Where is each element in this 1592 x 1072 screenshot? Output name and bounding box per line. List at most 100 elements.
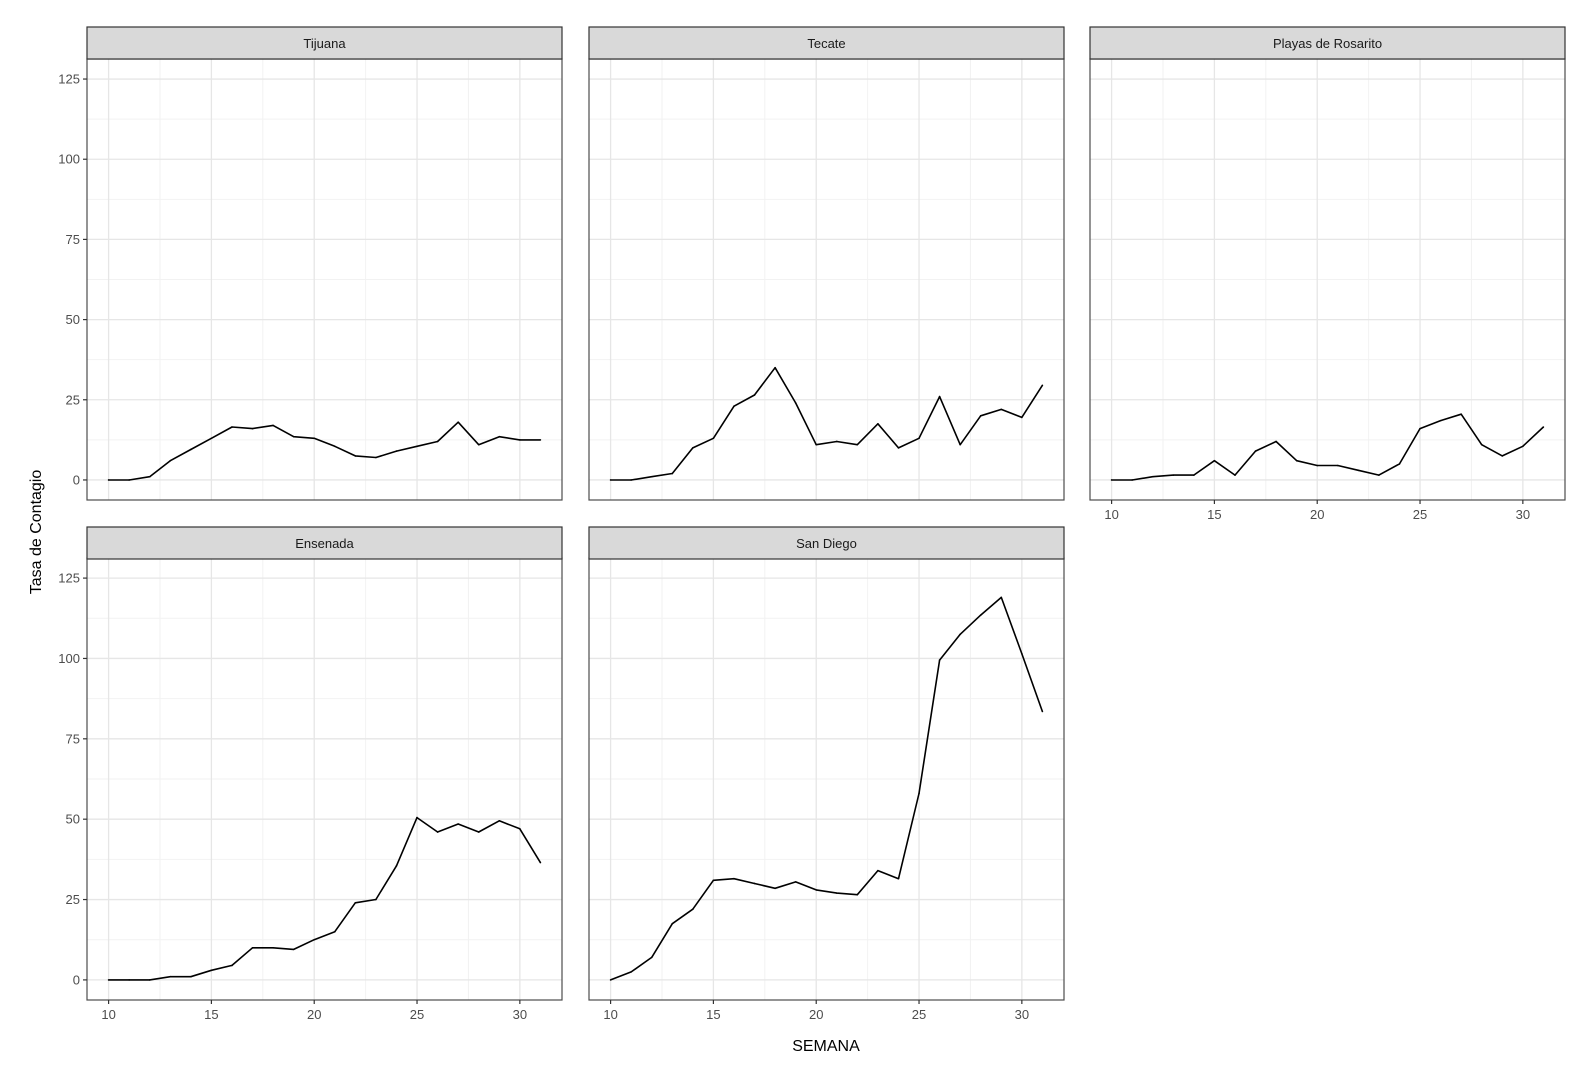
data-point <box>436 440 439 443</box>
data-point <box>877 423 879 425</box>
data-point <box>712 879 715 882</box>
data-point <box>333 445 336 448</box>
data-point <box>774 887 776 890</box>
x-tick-label: 25 <box>912 1007 926 1022</box>
facet-panel-2: Playas de Rosarito 10 15 20 25 30 <box>1089 26 1566 522</box>
data-point <box>395 864 398 867</box>
data-point <box>959 443 961 446</box>
data-point <box>1275 440 1277 443</box>
x-tick-label: 15 <box>1207 507 1221 522</box>
data-point <box>938 395 941 398</box>
x-tick-label: 10 <box>1104 507 1118 522</box>
x-tick-label: 30 <box>513 1007 527 1022</box>
data-point <box>519 828 521 830</box>
data-point <box>1213 459 1216 462</box>
data-point <box>457 823 459 825</box>
data-point <box>333 930 336 933</box>
data-point <box>877 869 879 872</box>
x-tick-label: 25 <box>1413 507 1427 522</box>
data-point <box>1131 479 1133 481</box>
data-point <box>251 427 254 430</box>
data-point <box>692 908 694 910</box>
data-point <box>107 479 110 481</box>
data-point <box>128 979 130 981</box>
facet-strip-label: Tijuana <box>303 36 346 51</box>
data-point <box>1295 459 1298 462</box>
data-point <box>1000 408 1003 411</box>
data-point <box>835 440 838 443</box>
data-point <box>1000 596 1003 599</box>
data-point <box>477 831 480 833</box>
data-point <box>1336 464 1339 467</box>
data-point <box>1254 450 1257 452</box>
data-point <box>671 922 674 925</box>
data-point <box>712 437 715 440</box>
data-point <box>498 819 501 822</box>
data-point <box>856 893 859 896</box>
data-point <box>959 633 961 636</box>
data-point <box>1110 479 1113 481</box>
facet-strip-label: Tecate <box>807 36 845 51</box>
data-point <box>897 447 900 449</box>
facet-strip <box>588 526 1065 560</box>
data-point <box>1439 419 1442 422</box>
y-tick-label: 25 <box>66 392 80 407</box>
facet-panel-1: Tecate <box>588 26 1065 501</box>
data-point <box>190 975 192 978</box>
data-point <box>630 971 632 973</box>
data-point <box>148 979 151 981</box>
data-point <box>835 892 838 894</box>
x-tick-label: 25 <box>410 1007 424 1022</box>
data-point <box>733 405 735 407</box>
data-point <box>148 475 151 478</box>
data-point <box>313 437 316 440</box>
data-point <box>753 882 756 885</box>
data-point <box>292 948 295 951</box>
x-axis-title: SEMANA <box>792 1038 860 1055</box>
facet-strip <box>1089 26 1566 60</box>
data-point <box>1021 416 1023 419</box>
series-line <box>108 816 542 981</box>
facet-panel-3: Ensenada 0 25 50 75 100 125 10 15 20 25 30 <box>58 526 563 1022</box>
data-point <box>477 443 480 446</box>
data-point <box>815 443 818 446</box>
data-point <box>1316 464 1319 467</box>
x-tick-label: 15 <box>204 1007 218 1022</box>
data-point <box>416 816 418 819</box>
series-line <box>610 366 1044 481</box>
data-point <box>650 956 653 959</box>
data-point <box>1480 443 1483 446</box>
data-point <box>539 439 542 441</box>
x-tick-label: 20 <box>1310 507 1324 522</box>
x-tick-label: 20 <box>307 1007 321 1022</box>
facet-strip <box>86 526 563 560</box>
y-axis-title: Tasa de Contagio <box>28 470 45 595</box>
y-tick-label: 75 <box>66 731 80 746</box>
x-tick-label: 20 <box>809 1007 823 1022</box>
data-point <box>630 479 632 481</box>
data-point <box>1234 474 1236 476</box>
data-point <box>753 394 756 396</box>
data-point <box>1501 455 1504 457</box>
x-tick-label: 15 <box>706 1007 720 1022</box>
data-point <box>1193 474 1195 476</box>
data-point <box>856 443 859 446</box>
data-point <box>210 969 213 972</box>
data-point <box>815 889 818 891</box>
series-line <box>610 596 1044 981</box>
x-tick-label: 10 <box>603 1007 617 1022</box>
y-tick-label: 0 <box>73 972 80 987</box>
data-point <box>1378 474 1380 476</box>
y-tick-label: 75 <box>66 232 80 247</box>
y-tick-label: 50 <box>66 812 80 827</box>
data-point <box>457 421 459 424</box>
data-point <box>354 455 357 457</box>
data-point <box>272 946 274 949</box>
series-line <box>1111 413 1544 481</box>
data-point <box>979 614 982 616</box>
data-point <box>1172 474 1175 476</box>
data-point <box>169 975 172 978</box>
data-point <box>107 979 110 981</box>
data-point <box>1357 469 1360 472</box>
y-tick-label: 125 <box>58 571 80 586</box>
